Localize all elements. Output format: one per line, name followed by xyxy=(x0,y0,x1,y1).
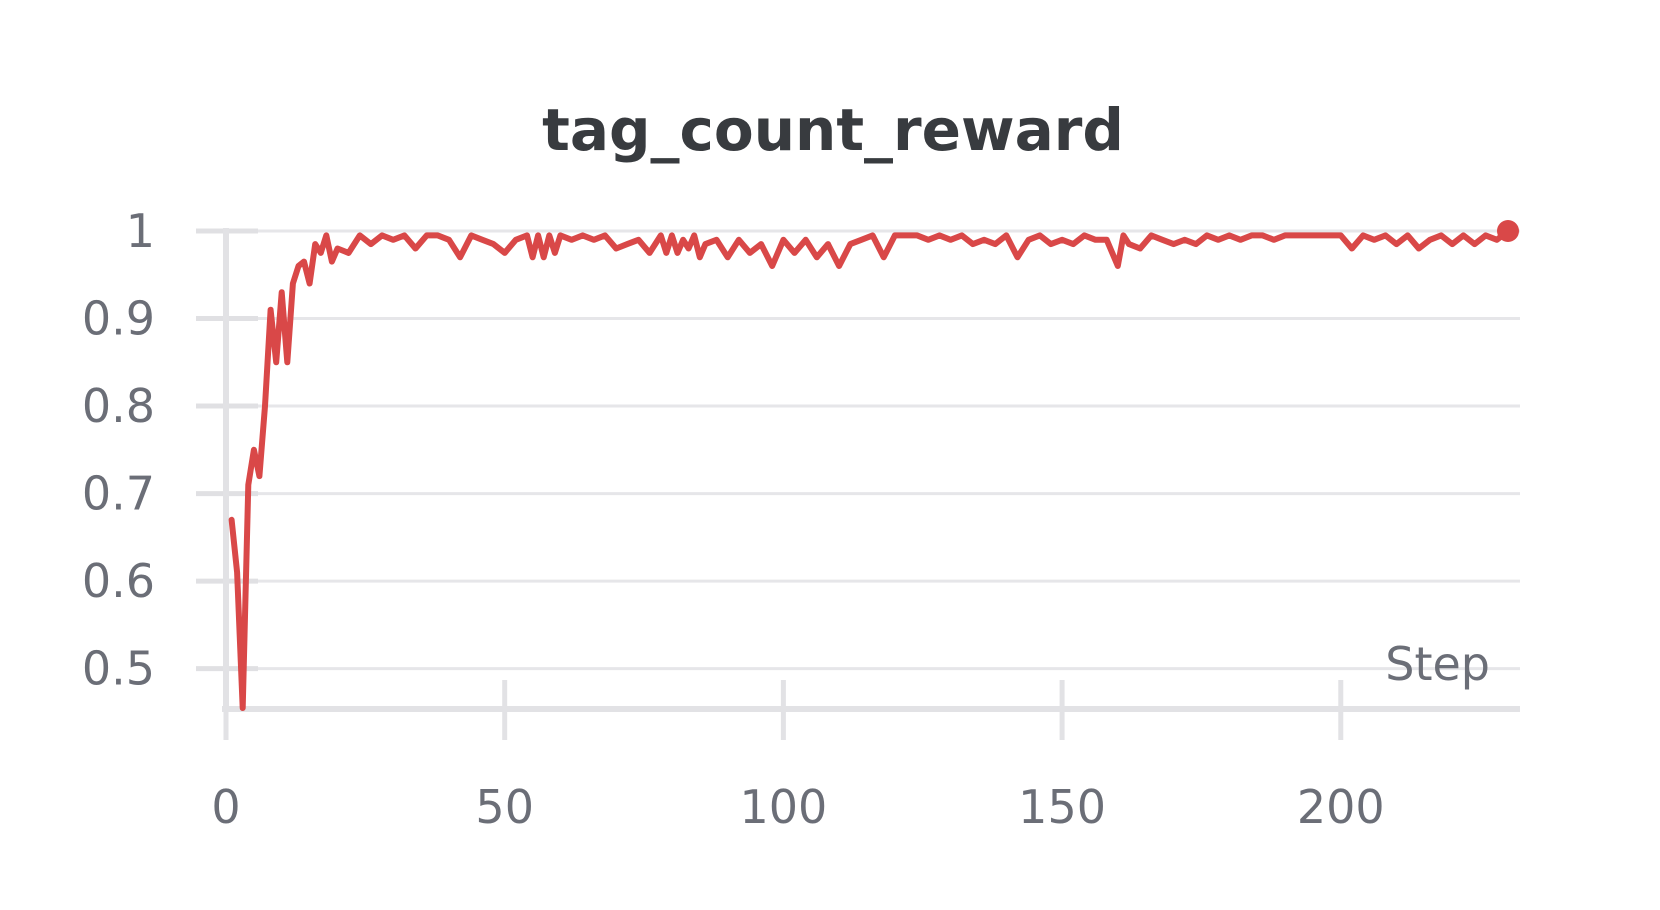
x-tick-label: 200 xyxy=(1297,780,1385,834)
x-tick-label: 150 xyxy=(1018,780,1106,834)
y-tick-label: 0.5 xyxy=(82,642,155,696)
series-line xyxy=(228,228,1511,711)
series-group xyxy=(228,220,1519,711)
x-tick-label: 0 xyxy=(211,780,240,834)
y-tick-label: 0.8 xyxy=(82,379,155,433)
last-point-marker xyxy=(1497,220,1519,242)
axes xyxy=(222,228,1520,740)
x-tick-labels: 0 50 100 150 200 xyxy=(211,780,1384,834)
y-tick-label: 0.6 xyxy=(82,554,155,608)
x-tick-label: 100 xyxy=(739,780,827,834)
y-tick-label: 1 xyxy=(126,204,155,258)
x-tick-label: 50 xyxy=(475,780,534,834)
y-tick-labels: 0.5 0.6 0.7 0.8 0.9 1 xyxy=(82,204,155,696)
y-tick-label: 0.7 xyxy=(82,467,155,521)
x-axis-label: Step xyxy=(1385,637,1490,691)
y-tick-label: 0.9 xyxy=(82,292,155,346)
gridlines xyxy=(196,228,1520,672)
chart-title: tag_count_reward xyxy=(542,96,1124,164)
